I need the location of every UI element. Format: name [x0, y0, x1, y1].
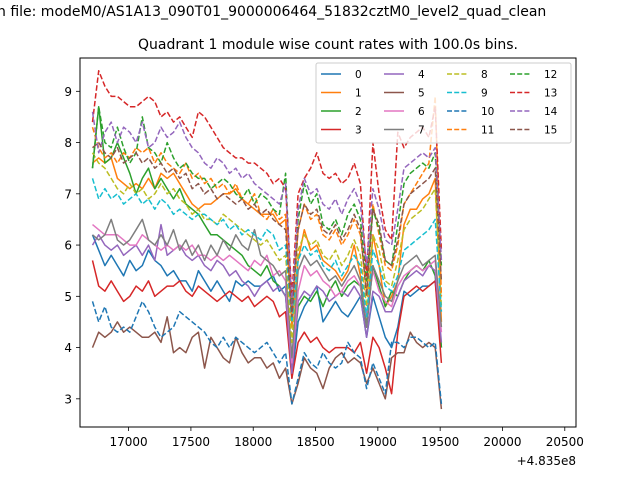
series-line-2 [91, 105, 443, 369]
x-offset-label: +4.835e8 [517, 454, 576, 468]
x-tick-label: 18500 [296, 435, 334, 449]
y-tick-label: 9 [64, 85, 72, 99]
chart-title: Quadrant 1 module wise count rates with … [138, 37, 518, 53]
legend-label-15: 15 [544, 125, 557, 137]
x-axis: 17000 17500 18000 18500 19000 19500 20000 20500 [110, 427, 584, 449]
series-line-15 [92, 141, 443, 318]
series-lines [91, 70, 443, 410]
legend-label-10: 10 [481, 106, 494, 118]
y-tick-label: 4 [64, 341, 72, 355]
series-line-8 [91, 152, 443, 344]
suptitle: n file: modeM0/AS1A13_090T01_9000006464_… [0, 4, 546, 20]
legend-label-14: 14 [544, 106, 558, 118]
series-line-10 [91, 300, 443, 405]
legend-label-9: 9 [481, 88, 488, 100]
y-tick-label: 7 [64, 187, 72, 201]
y-tick-label: 6 [64, 239, 72, 253]
x-tick-label: 17500 [172, 435, 210, 449]
series-line-5 [91, 316, 443, 410]
x-tick-label: 20500 [546, 435, 584, 449]
series-line-7 [92, 218, 443, 359]
legend-label-5: 5 [418, 88, 425, 100]
x-tick-label: 20000 [483, 435, 521, 449]
legend-label-6: 6 [418, 106, 425, 118]
legend-label-11: 11 [481, 125, 494, 137]
plot-frame [79, 57, 577, 428]
series-line-11 [91, 95, 443, 313]
series-line-9 [91, 178, 443, 323]
series-line-4 [91, 223, 443, 374]
y-axis: 3 4 5 6 7 8 9 [64, 85, 80, 406]
series-line-13 [91, 70, 443, 298]
series-line-12 [91, 105, 443, 313]
legend-label-1: 1 [355, 88, 362, 100]
x-tick-label: 18000 [234, 435, 272, 449]
legend-label-2: 2 [355, 106, 362, 118]
legend-label-7: 7 [418, 125, 425, 137]
x-tick-label: 17000 [110, 435, 148, 449]
legend-label-12: 12 [544, 69, 557, 81]
legend-label-4: 4 [418, 69, 425, 81]
legend-label-3: 3 [355, 125, 362, 137]
legend-label-13: 13 [544, 88, 557, 100]
legend-label-0: 0 [355, 69, 362, 81]
legend-label-8: 8 [481, 69, 488, 81]
series-line-14 [91, 111, 443, 308]
y-tick-label: 5 [64, 290, 72, 304]
x-tick-label: 19500 [421, 435, 459, 449]
series-line-3 [91, 260, 443, 395]
x-tick-label: 19000 [359, 435, 397, 449]
y-tick-label: 3 [64, 392, 72, 406]
legend-box [315, 62, 572, 144]
y-tick-label: 8 [64, 136, 72, 150]
